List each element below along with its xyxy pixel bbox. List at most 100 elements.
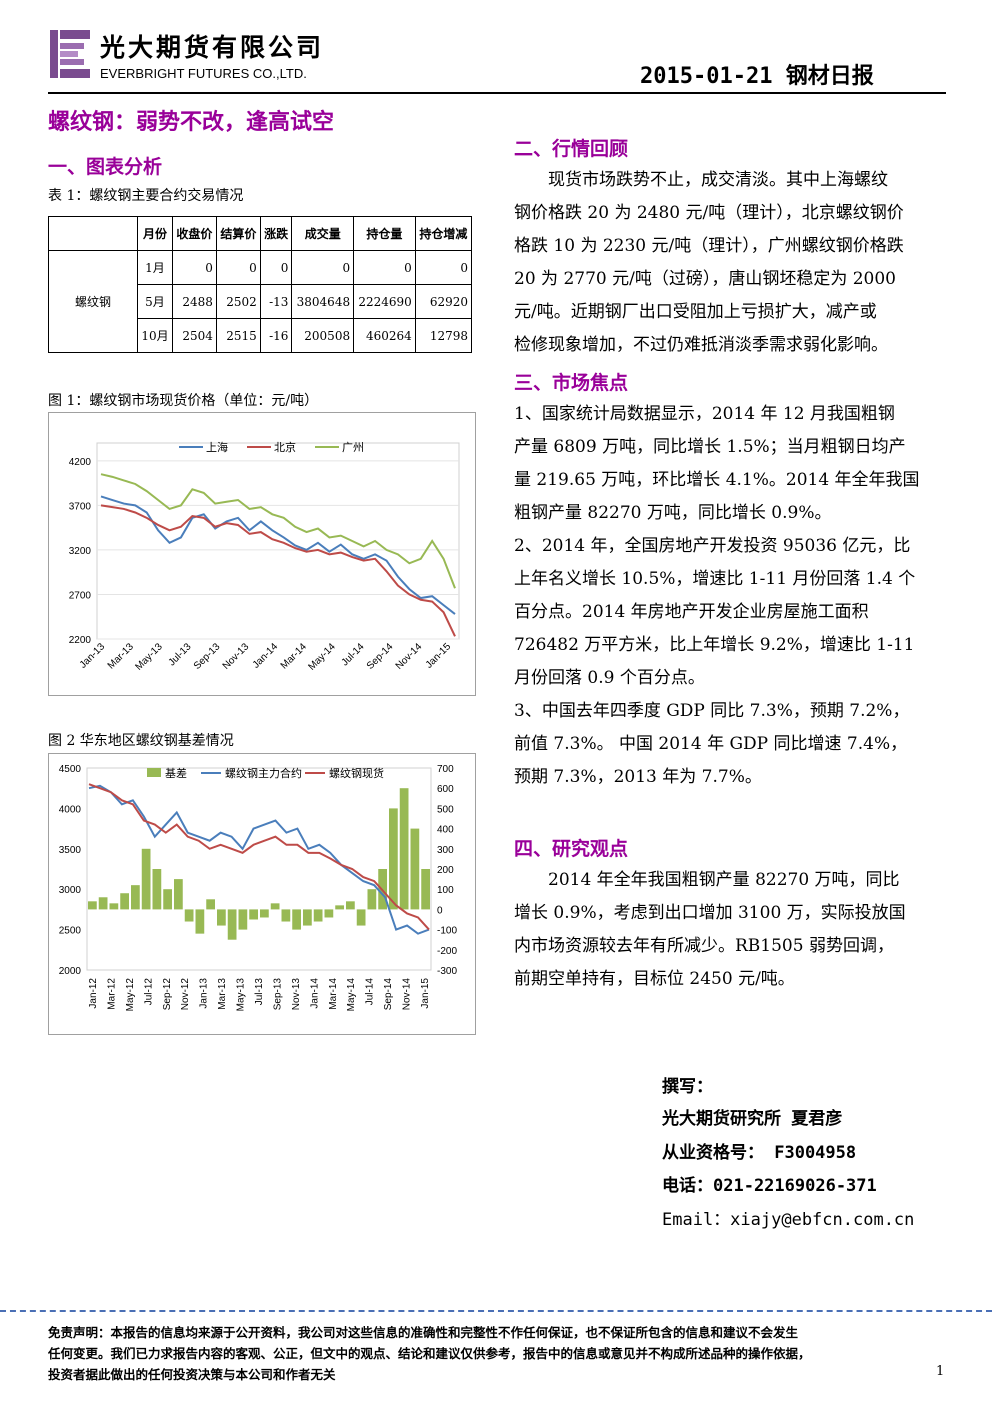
basis-bar [292, 909, 301, 930]
y-tick-label: 2200 [69, 635, 92, 646]
table-cell: 460264 [353, 318, 416, 353]
table-row: 10月 2504 2515 -16 200508 460264 12798 [49, 318, 473, 353]
figure1-caption: 图 1：螺纹钢市场现货价格（单位：元/吨） [48, 393, 319, 409]
x-tick-label: May-12 [125, 978, 136, 1012]
basis-bar [346, 901, 355, 910]
x-tick-label: Sep-13 [192, 641, 223, 672]
series-line-1 [100, 504, 456, 637]
disclaimer: 免责声明：本报告的信息均来源于公开资料，我公司对这些信息的准确性和完整性不作任何… [48, 1322, 948, 1385]
y-tick-label-right: 300 [437, 845, 454, 856]
paragraph-line: 格跌 10 为 2230 元/吨（理计），广州螺纹钢价格跌 [514, 236, 904, 256]
main-title: 螺纹钢：弱势不改，逢高试空 [48, 110, 335, 135]
table-header-cell: 涨跌 [259, 216, 293, 251]
disclaimer-line: 免责声明：本报告的信息均来源于公开资料，我公司对这些信息的准确性和完整性不作任何… [48, 1325, 799, 1340]
legend-swatch [147, 768, 161, 777]
basis-bar [367, 889, 377, 910]
table-cell: 3804648 [291, 284, 355, 319]
table-cell: 0 [259, 250, 293, 285]
paragraph-line: 粗钢产量 82270 万吨，同比增长 0.9%。 [514, 503, 832, 523]
x-tick-label: Jul-14 [340, 641, 367, 668]
series-line-2 [100, 473, 456, 589]
y-tick-label-right: 200 [437, 865, 454, 876]
paragraph-line: 量 219.65 万吨，环比增长 4.1%。2014 年全年我国 [514, 470, 920, 490]
plot-area [86, 767, 432, 971]
table-cell: -16 [259, 318, 293, 353]
author-email[interactable]: Email：xiajy@ebfcn.com.cn [662, 1210, 915, 1230]
basis-chart: 4500400035003000250020007006005004003002… [48, 753, 476, 1035]
paragraph-line: 726482 万平方米，比上年增长 9.2%，增速比 1-11 [514, 635, 915, 655]
y-tick-label: 2700 [69, 590, 92, 601]
basis-bar [410, 828, 420, 910]
basis-bar [152, 869, 162, 910]
paragraph-line: 2014 年全年我国粗钢产量 82270 万吨，同比 [548, 870, 900, 890]
report-title: 2015-01-21 钢材日报 [640, 64, 874, 89]
section1-title: 一、图表分析 [48, 156, 163, 178]
paragraph-line: 月份回落 0.9 个百分点。 [514, 668, 705, 688]
paragraph-line: 增长 0.9%，考虑到出口增加 3100 万，实际投放国 [514, 903, 906, 923]
page-number: 1 [936, 1364, 945, 1379]
contract-table: 月份 收盘价 结算价 涨跌 成交量 持仓量 持仓增减 螺纹钢 1月 0 0 0 … [48, 216, 473, 353]
author-label: 撰写： [662, 1077, 713, 1097]
y-tick-label: 3700 [69, 501, 92, 512]
basis-bar [184, 909, 194, 922]
disclaimer-line: 任何变更。我们已力求报告内容的客观、公正，但文中的观点、结论和建议仅供参考，报告… [48, 1346, 811, 1361]
y-tick-label: 3200 [69, 546, 92, 557]
basis-bar [98, 897, 108, 910]
author-license: 从业资格号： F3004958 [662, 1143, 857, 1163]
table-caption: 表 1：螺纹钢主要合约交易情况 [48, 188, 244, 204]
x-tick-label: Jul-14 [365, 978, 376, 1006]
y-tick-label-right: 400 [437, 825, 454, 836]
x-tick-label: Mar-14 [279, 641, 309, 671]
legend-label: 北京 [274, 440, 296, 454]
company-name-en: EVERBRIGHT FUTURES CO.,LTD. [100, 66, 307, 81]
table-cell: 12798 [414, 318, 473, 353]
y-tick-label-right: 700 [437, 764, 454, 775]
paragraph-line: 前值 7.3%。 中国 2014 年 GDP 同比增速 7.4%， [514, 734, 908, 754]
y-tick-label-right: -100 [437, 926, 457, 937]
table-cell: 0 [215, 250, 261, 285]
x-tick-label: Jul-13 [167, 641, 194, 668]
y-tick-label-right: 600 [437, 784, 454, 795]
table-cell: 5月 [137, 284, 173, 319]
y-tick-label-right: 0 [437, 905, 443, 916]
company-name-cn: 光大期货有限公司 [100, 33, 325, 62]
basis-bar [120, 893, 129, 910]
table-header-cell: 收盘价 [171, 216, 217, 251]
table-header-cell: 持仓量 [353, 216, 416, 251]
section2-title: 二、行情回顾 [514, 138, 629, 160]
footer-divider [0, 1310, 992, 1312]
x-tick-label: Jan-12 [88, 978, 99, 1009]
y-tick-label: 4200 [69, 457, 92, 468]
basis-bar [249, 909, 258, 920]
basis-bar [356, 909, 366, 926]
table-row: 5月 2488 2502 -13 3804648 2224690 62920 [49, 284, 473, 319]
table-cell: 1月 [137, 250, 173, 285]
header-divider [48, 92, 946, 94]
author-name: 光大期货研究所 夏君彦 [662, 1109, 843, 1129]
legend-label: 螺纹钢主力合约 [225, 766, 302, 780]
x-tick-label: Sep-12 [162, 978, 173, 1011]
table-cell: 0 [291, 250, 355, 285]
y-tick-label-left: 2500 [59, 926, 82, 937]
series-line-1 [88, 783, 430, 931]
table-header-row: 月份 收盘价 结算价 涨跌 成交量 持仓量 持仓增减 [48, 216, 473, 251]
legend-label: 螺纹钢现货 [329, 766, 384, 780]
table-cell: 0 [171, 250, 217, 285]
paragraph-line: 钢价格跌 20 为 2480 元/吨（理计），北京螺纹钢价 [514, 203, 904, 223]
basis-bar [260, 909, 269, 918]
table-cell: 10月 [137, 318, 173, 353]
basis-bar [238, 909, 248, 930]
basis-bar [399, 788, 409, 910]
paragraph-line: 3、中国去年四季度 GDP 同比 7.3%，预期 7.2%， [514, 701, 910, 721]
y-tick-label-left: 3500 [59, 845, 82, 856]
x-tick-label: Nov-13 [291, 978, 302, 1011]
basis-bar [163, 889, 172, 910]
paragraph-line: 前期空单持有，目标位 2450 元/吨。 [514, 969, 795, 989]
section3-title: 三、市场焦点 [514, 372, 629, 394]
x-tick-label: Mar-13 [217, 978, 228, 1010]
basis-bar [270, 903, 280, 910]
basis-bar [227, 909, 237, 940]
section2-body: 现货市场跌势不止，成交清淡。其中上海螺纹 钢价格跌 20 为 2480 元/吨（… [514, 164, 944, 362]
x-tick-label: May-14 [306, 641, 338, 673]
x-tick-label: Jan-15 [424, 641, 454, 671]
